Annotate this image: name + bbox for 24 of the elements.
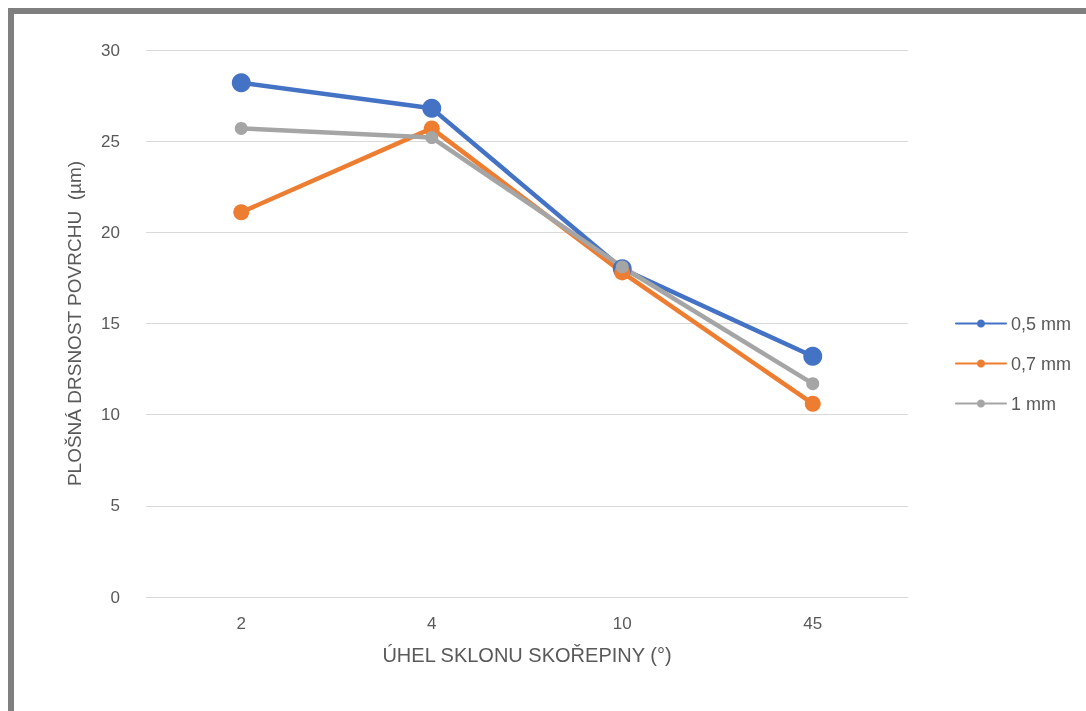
x-tick-label: 10 bbox=[612, 614, 632, 633]
legend-label: 0,5 mm bbox=[1010, 313, 1071, 334]
y-tick-label: 15 bbox=[101, 314, 120, 333]
y-tick-label: 5 bbox=[110, 496, 120, 516]
point bbox=[234, 121, 248, 135]
point bbox=[231, 73, 251, 93]
y-tick-label: 0 bbox=[110, 587, 120, 607]
y-tick-label: 25 bbox=[101, 131, 120, 151]
legend-label: 0,7 mm bbox=[1010, 353, 1071, 374]
point bbox=[804, 395, 821, 412]
x-axis-title: ÚHEL SKLONU SKOŘEPINY (°) bbox=[382, 644, 672, 666]
point bbox=[233, 204, 250, 221]
legend-label: 1 mm bbox=[1010, 393, 1056, 414]
x-tick-label: 4 bbox=[427, 614, 437, 633]
point bbox=[422, 98, 442, 118]
x-tick-label: 2 bbox=[236, 614, 246, 633]
y-tick-label: 10 bbox=[101, 405, 120, 425]
y-tick-label: 30 bbox=[101, 40, 120, 60]
point bbox=[803, 346, 823, 366]
point bbox=[806, 377, 820, 391]
x-tick-label: 45 bbox=[803, 614, 823, 633]
point bbox=[425, 131, 439, 145]
y-axis-title: PLOŠNÁ DRSNOST POVRCHU (µm) bbox=[64, 160, 85, 487]
y-tick-label: 20 bbox=[101, 222, 120, 242]
